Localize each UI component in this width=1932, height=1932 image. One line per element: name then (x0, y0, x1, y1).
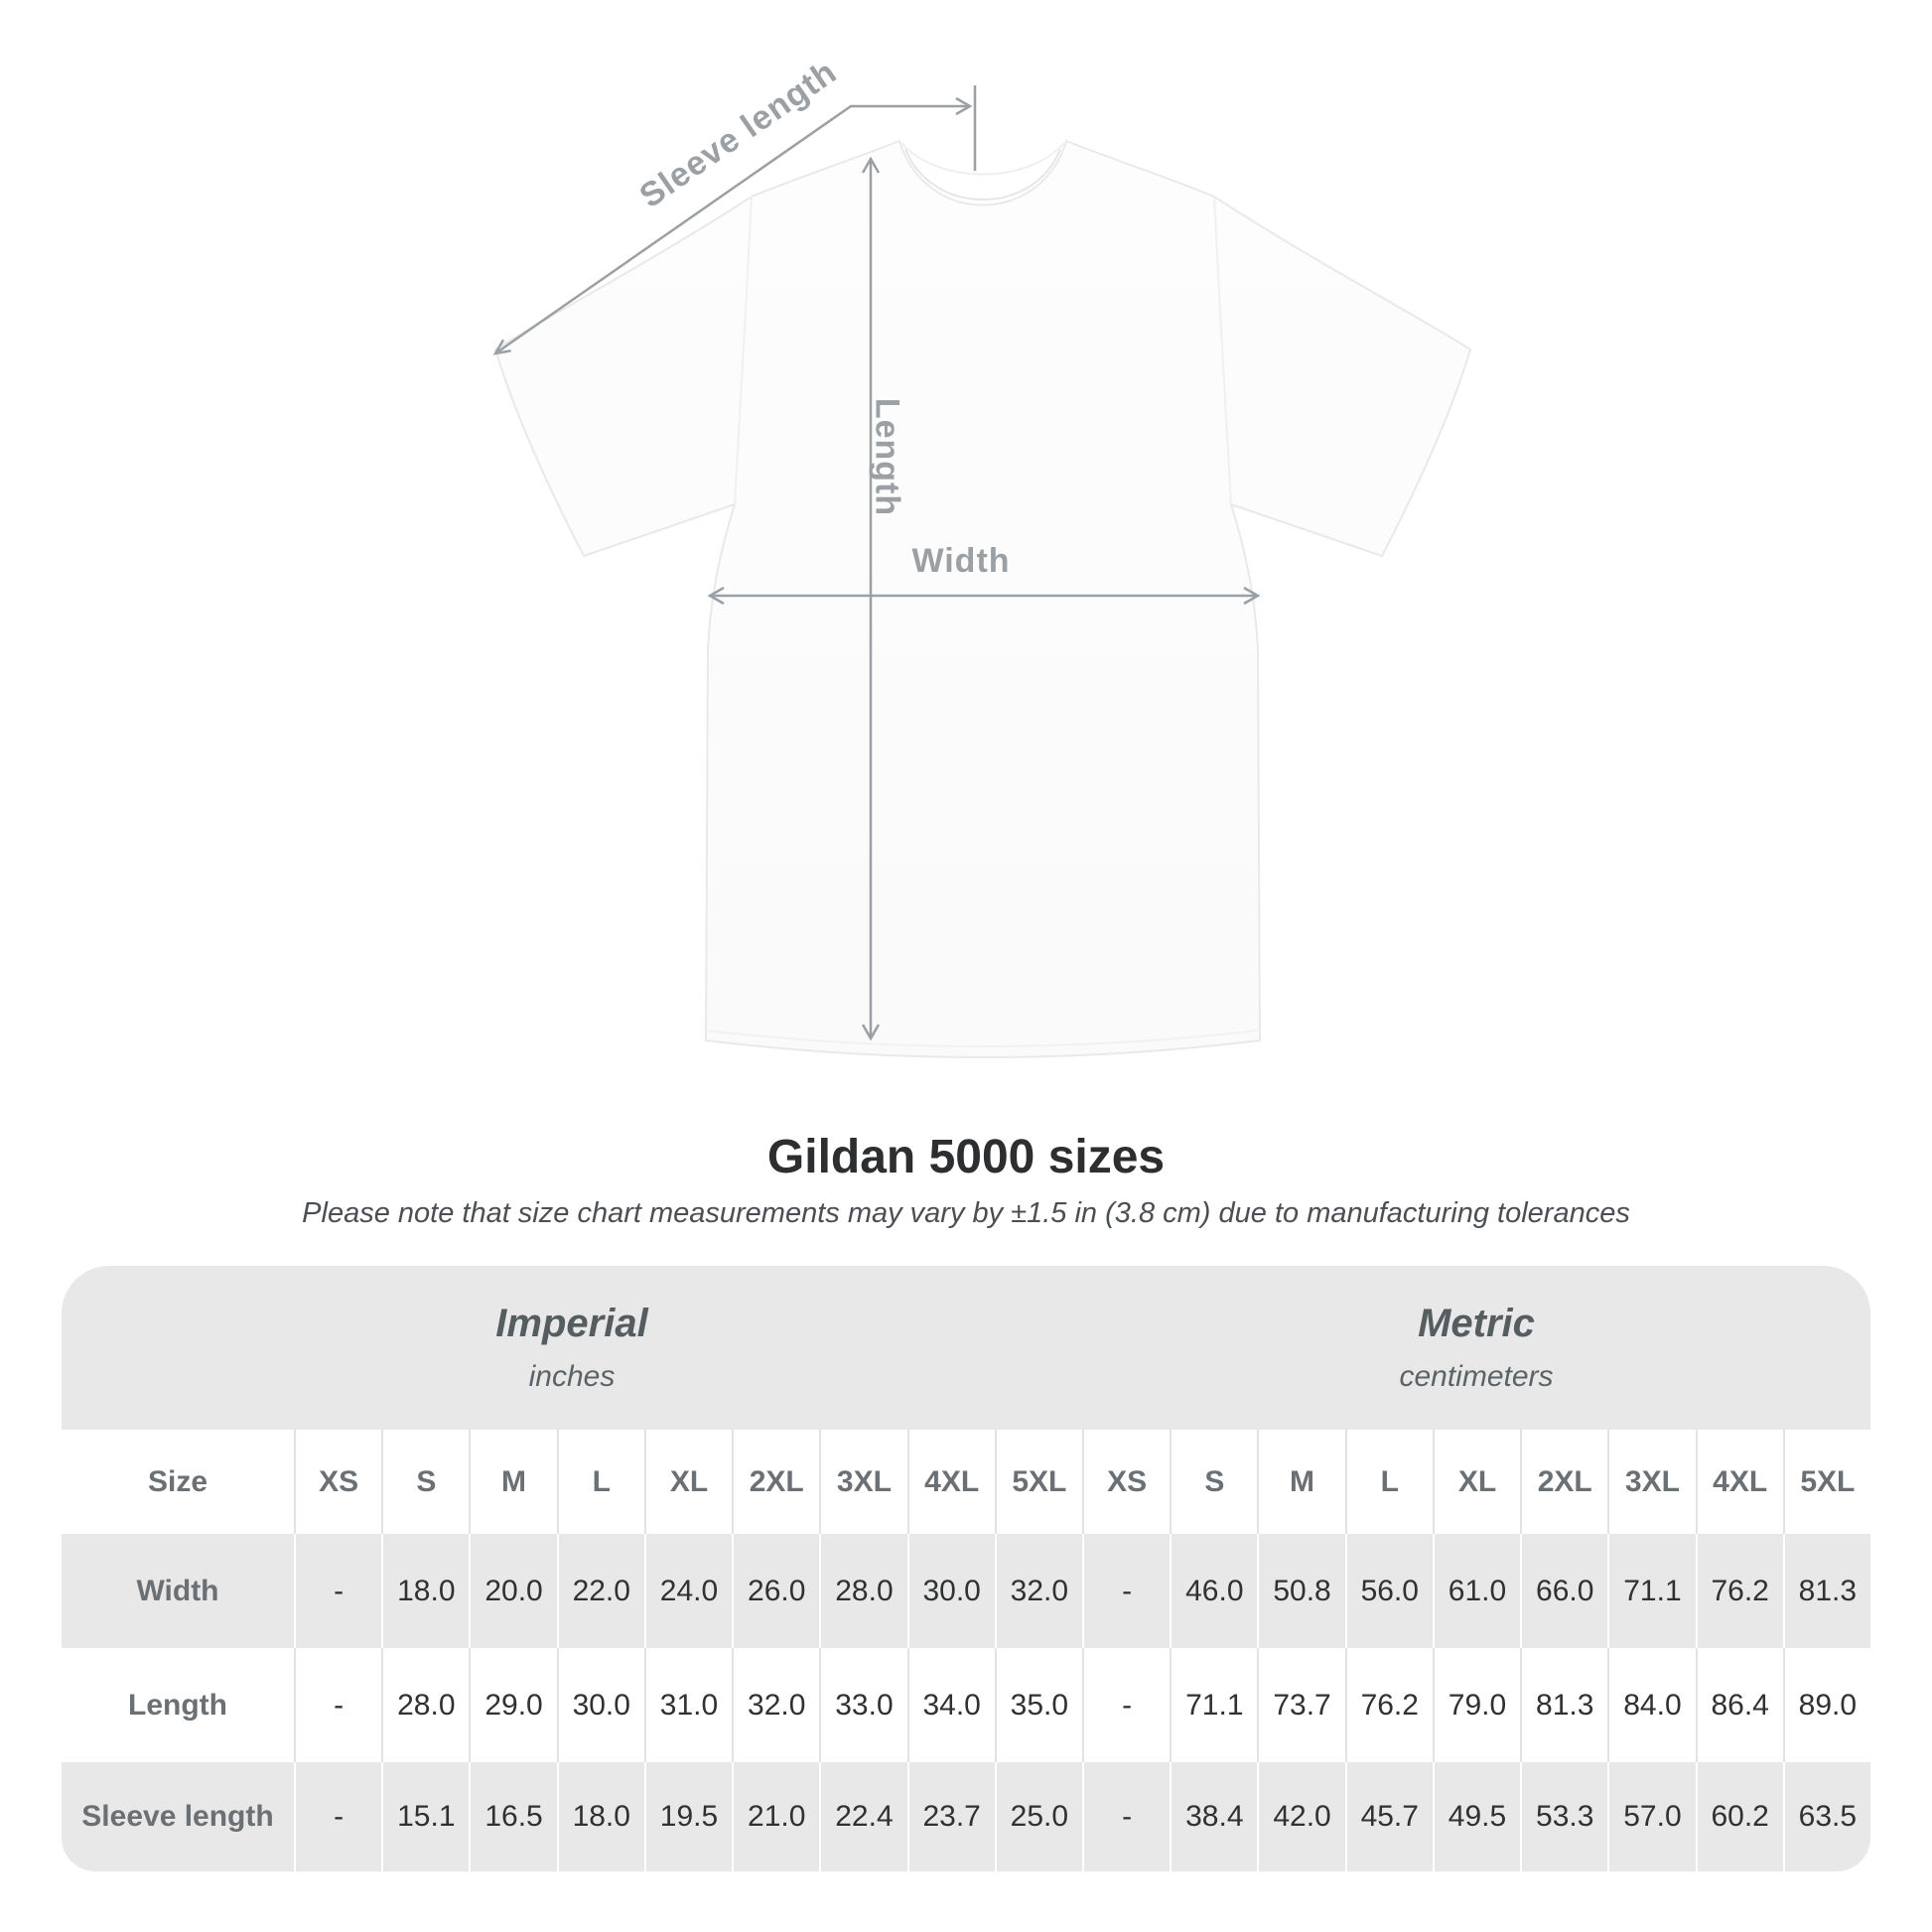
table-cell: 89.0 (1782, 1648, 1870, 1762)
table-cell: - (1081, 1534, 1171, 1648)
size-col-header-imperial-3xl: 3XL (819, 1430, 907, 1534)
length-arrow (861, 156, 881, 1041)
table-cell: 35.0 (994, 1648, 1082, 1762)
size-col-header-imperial-s: S (381, 1430, 470, 1534)
table-cell: 61.0 (1432, 1534, 1521, 1648)
width-arrow (707, 586, 1261, 606)
table-cell: 50.8 (1257, 1534, 1345, 1648)
table-cell: - (294, 1534, 382, 1648)
size-col-header-imperial-xl: XL (643, 1430, 733, 1534)
table-cell: 73.7 (1257, 1648, 1345, 1762)
size-col-header-metric-s: S (1170, 1430, 1258, 1534)
table-cell: 71.1 (1607, 1534, 1696, 1648)
size-col-header-metric-5xl: 5XL (1782, 1430, 1870, 1534)
table-cell: 15.1 (381, 1762, 470, 1871)
table-cell: 71.1 (1170, 1648, 1258, 1762)
size-col-header-imperial-4xl: 4XL (906, 1430, 995, 1534)
table-cell: 20.0 (469, 1534, 557, 1648)
table-cell: 30.0 (556, 1648, 644, 1762)
table-cell: 79.0 (1432, 1648, 1521, 1762)
table-cell: 33.0 (819, 1648, 907, 1762)
table-cell: 57.0 (1607, 1762, 1696, 1871)
table-cell: 84.0 (1607, 1648, 1696, 1762)
width-label: Width (911, 542, 1011, 580)
table-cell: 22.4 (819, 1762, 907, 1871)
size-col-header-imperial-5xl: 5XL (994, 1430, 1082, 1534)
row-label-length: Length (62, 1648, 294, 1762)
size-col-header-metric-xl: XL (1432, 1430, 1521, 1534)
table-cell: 81.3 (1520, 1648, 1608, 1762)
table-cell: - (1081, 1648, 1171, 1762)
size-col-header-metric-4xl: 4XL (1695, 1430, 1783, 1534)
table-cell: 21.0 (732, 1762, 820, 1871)
size-col-header-metric-l: L (1344, 1430, 1433, 1534)
table-cell: 86.4 (1695, 1648, 1783, 1762)
table-cell: 60.2 (1695, 1762, 1783, 1871)
metric-section-title: Metric (1418, 1302, 1535, 1345)
table-cell: - (1081, 1762, 1171, 1871)
tshirt-illustration (492, 85, 1472, 1058)
metric-section-header: Metric centimeters (1081, 1266, 1870, 1430)
page-title: Gildan 5000 sizes (766, 1131, 1166, 1183)
table-cell: 53.3 (1520, 1762, 1608, 1871)
table-cell: 32.0 (732, 1648, 820, 1762)
table-cell: 38.4 (1170, 1762, 1258, 1871)
table-cell: 66.0 (1520, 1534, 1608, 1648)
table-cell: 23.7 (906, 1762, 995, 1871)
table-cell: 26.0 (732, 1534, 820, 1648)
table-cell: 76.2 (1695, 1534, 1783, 1648)
table-cell: 56.0 (1344, 1534, 1433, 1648)
table-cell: 32.0 (994, 1534, 1082, 1648)
row-label-sleeve-length: Sleeve length (62, 1762, 294, 1871)
table-cell: - (294, 1762, 382, 1871)
tshirt-shape-icon (493, 139, 1472, 1058)
table-cell: 22.0 (556, 1534, 644, 1648)
table-cell: 24.0 (643, 1534, 733, 1648)
size-col-header-metric-2xl: 2XL (1520, 1430, 1608, 1534)
table-cell: 45.7 (1344, 1762, 1433, 1871)
tolerance-note: Please note that size chart measurements… (302, 1197, 1630, 1229)
imperial-section-title: Imperial (495, 1302, 648, 1345)
imperial-section-header: Imperial inches (62, 1266, 1082, 1430)
size-table: Imperial inches Metric centimeters Size … (62, 1266, 1870, 1871)
size-col-header-imperial-2xl: 2XL (732, 1430, 820, 1534)
table-cell: 28.0 (381, 1648, 470, 1762)
table-cell: 46.0 (1170, 1534, 1258, 1648)
sleeve-length-arrow (492, 85, 977, 355)
row-label-width: Width (62, 1534, 294, 1648)
metric-section-unit: centimeters (1399, 1360, 1554, 1393)
table-cell: 16.5 (469, 1762, 557, 1871)
table-cell: 63.5 (1782, 1762, 1870, 1871)
size-col-header-imperial-xs: XS (294, 1430, 382, 1534)
table-cell: 28.0 (819, 1534, 907, 1648)
size-col-header-metric-m: M (1257, 1430, 1345, 1534)
table-cell: 76.2 (1344, 1648, 1433, 1762)
tshirt-measurement-diagram: Sleeve length Length Width (492, 53, 1472, 1058)
table-cell: 25.0 (994, 1762, 1082, 1871)
table-cell: 30.0 (906, 1534, 995, 1648)
table-cell: 42.0 (1257, 1762, 1345, 1871)
table-cell: - (294, 1648, 382, 1762)
table-cell: 31.0 (643, 1648, 733, 1762)
size-col-header-imperial-l: L (556, 1430, 644, 1534)
size-column-header: Size (62, 1430, 294, 1534)
table-cell: 34.0 (906, 1648, 995, 1762)
imperial-section-unit: inches (528, 1360, 616, 1393)
table-cell: 19.5 (643, 1762, 733, 1871)
table-cell: 29.0 (469, 1648, 557, 1762)
table-cell: 18.0 (381, 1534, 470, 1648)
size-col-header-metric-3xl: 3XL (1607, 1430, 1696, 1534)
table-cell: 18.0 (556, 1762, 644, 1871)
size-col-header-metric-xs: XS (1081, 1430, 1171, 1534)
table-cell: 49.5 (1432, 1762, 1521, 1871)
size-col-header-imperial-m: M (469, 1430, 557, 1534)
table-cell: 81.3 (1782, 1534, 1870, 1648)
